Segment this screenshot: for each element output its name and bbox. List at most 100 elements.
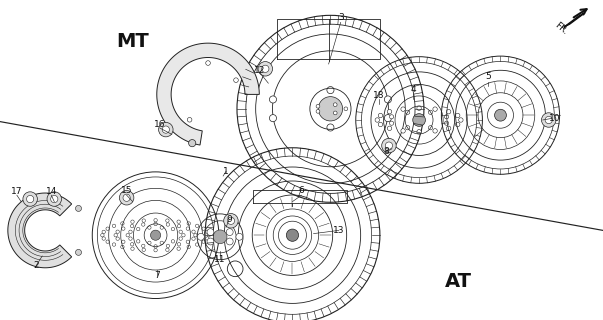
Circle shape (116, 237, 119, 240)
Circle shape (166, 219, 169, 222)
Text: 1: 1 (223, 167, 229, 176)
Circle shape (166, 223, 169, 226)
Circle shape (102, 237, 106, 240)
Circle shape (121, 245, 124, 249)
Circle shape (131, 247, 134, 251)
Circle shape (186, 240, 189, 244)
Circle shape (227, 217, 235, 224)
Circle shape (316, 104, 320, 108)
Circle shape (151, 230, 160, 240)
Circle shape (197, 233, 204, 240)
Circle shape (154, 222, 157, 226)
Circle shape (177, 247, 180, 251)
Circle shape (327, 86, 334, 94)
Text: 9: 9 (226, 215, 232, 224)
Circle shape (131, 220, 134, 223)
Circle shape (384, 96, 391, 103)
Circle shape (390, 121, 394, 125)
Circle shape (262, 65, 269, 72)
Circle shape (177, 243, 181, 246)
Circle shape (75, 249, 81, 255)
Circle shape (195, 224, 199, 228)
Circle shape (384, 115, 391, 122)
Circle shape (154, 248, 157, 252)
Circle shape (106, 227, 109, 230)
Circle shape (417, 130, 421, 134)
Circle shape (142, 248, 145, 252)
Circle shape (23, 192, 37, 206)
Text: 15: 15 (121, 186, 133, 195)
Circle shape (102, 230, 106, 234)
Circle shape (136, 240, 140, 243)
Circle shape (189, 140, 196, 147)
Text: 3: 3 (338, 13, 344, 22)
Text: 2: 2 (33, 261, 39, 270)
Circle shape (206, 237, 209, 240)
Text: FR.: FR. (553, 21, 569, 37)
Circle shape (455, 113, 460, 118)
Circle shape (202, 240, 205, 244)
Text: 18: 18 (373, 92, 385, 100)
Circle shape (160, 226, 163, 229)
Circle shape (112, 243, 116, 246)
Circle shape (207, 229, 214, 236)
Circle shape (160, 241, 163, 244)
Circle shape (378, 122, 383, 127)
Circle shape (236, 233, 243, 240)
Circle shape (541, 113, 556, 127)
Circle shape (270, 96, 277, 103)
Circle shape (202, 227, 205, 230)
Circle shape (333, 103, 337, 107)
Circle shape (207, 234, 210, 237)
Circle shape (428, 126, 432, 130)
Circle shape (114, 234, 118, 237)
Circle shape (51, 196, 58, 203)
Text: 7: 7 (154, 271, 160, 280)
Circle shape (545, 116, 552, 124)
Circle shape (182, 234, 185, 237)
Text: 16: 16 (154, 120, 166, 129)
Text: 14: 14 (46, 188, 57, 196)
Text: 6: 6 (298, 186, 305, 195)
Circle shape (159, 122, 173, 137)
Circle shape (316, 109, 320, 113)
Circle shape (206, 230, 209, 234)
Circle shape (129, 230, 132, 234)
Circle shape (401, 129, 405, 133)
Text: 5: 5 (485, 72, 491, 81)
Circle shape (378, 113, 383, 118)
Circle shape (401, 107, 405, 111)
Polygon shape (157, 43, 259, 145)
Circle shape (382, 138, 396, 153)
Polygon shape (564, 13, 585, 27)
Circle shape (179, 230, 182, 234)
Circle shape (192, 230, 195, 233)
Text: 10: 10 (549, 114, 561, 123)
Circle shape (327, 124, 334, 131)
Text: 13: 13 (333, 226, 345, 235)
Circle shape (444, 121, 449, 125)
Circle shape (213, 230, 227, 244)
Circle shape (195, 243, 199, 246)
Circle shape (188, 117, 192, 122)
Circle shape (258, 61, 273, 76)
Text: 17: 17 (11, 188, 23, 196)
Circle shape (375, 118, 379, 122)
Circle shape (123, 194, 130, 201)
Circle shape (154, 245, 157, 248)
Circle shape (455, 122, 460, 127)
Circle shape (234, 78, 238, 83)
Circle shape (186, 227, 189, 230)
Circle shape (142, 223, 145, 226)
Circle shape (187, 222, 191, 225)
Circle shape (226, 229, 233, 236)
Circle shape (207, 238, 214, 245)
Circle shape (179, 237, 182, 240)
Circle shape (112, 224, 116, 228)
Polygon shape (8, 193, 72, 268)
Text: AT: AT (445, 272, 472, 291)
Circle shape (194, 234, 197, 237)
Circle shape (433, 107, 437, 111)
Circle shape (177, 224, 181, 228)
Circle shape (177, 220, 180, 223)
